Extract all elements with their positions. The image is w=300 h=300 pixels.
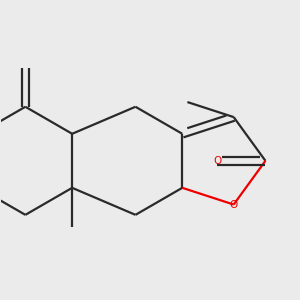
Text: O: O (214, 156, 222, 166)
Text: O: O (230, 200, 238, 209)
